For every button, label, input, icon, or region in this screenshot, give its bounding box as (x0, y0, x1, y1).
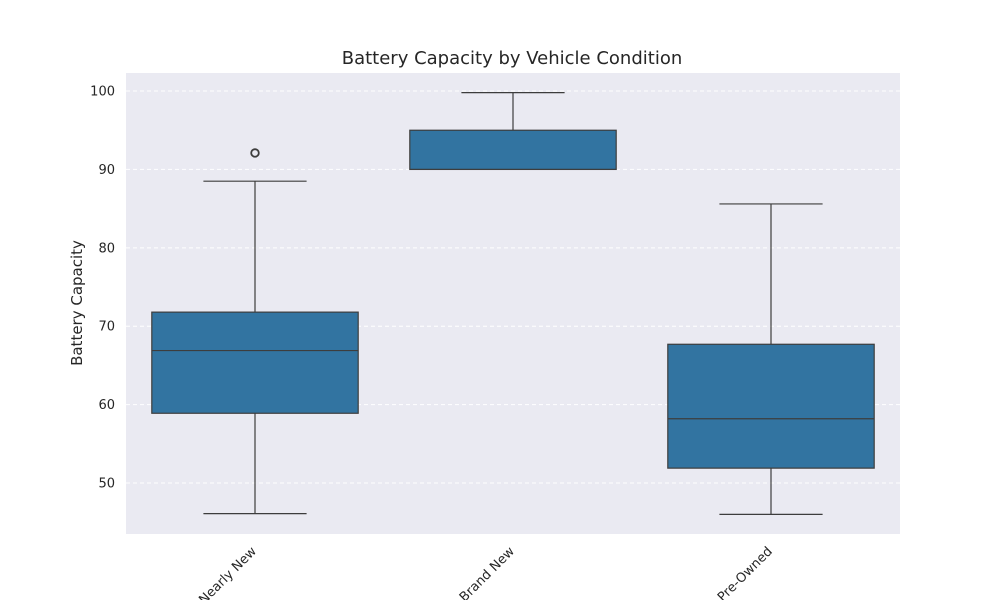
y-tick-label: 60 (98, 398, 115, 413)
box-iqr (667, 343, 875, 469)
box-layer (151, 92, 875, 515)
y-axis-label: Battery Capacity (68, 240, 86, 366)
outlier-point (250, 148, 260, 158)
x-tick-label: Nearly New (196, 544, 260, 600)
box-iqr (151, 311, 359, 414)
x-tick-label: Brand New (457, 544, 518, 600)
x-tick-label: Pre-Owned (715, 544, 776, 600)
y-tick-label: 90 (98, 163, 115, 178)
box-iqr (409, 129, 617, 171)
chart-title: Battery Capacity by Vehicle Condition (342, 48, 683, 69)
y-tick-label: 80 (98, 241, 115, 256)
y-tick-label: 70 (98, 320, 115, 335)
y-tick-label: 100 (90, 85, 115, 100)
y-tick-label: 50 (98, 477, 115, 492)
